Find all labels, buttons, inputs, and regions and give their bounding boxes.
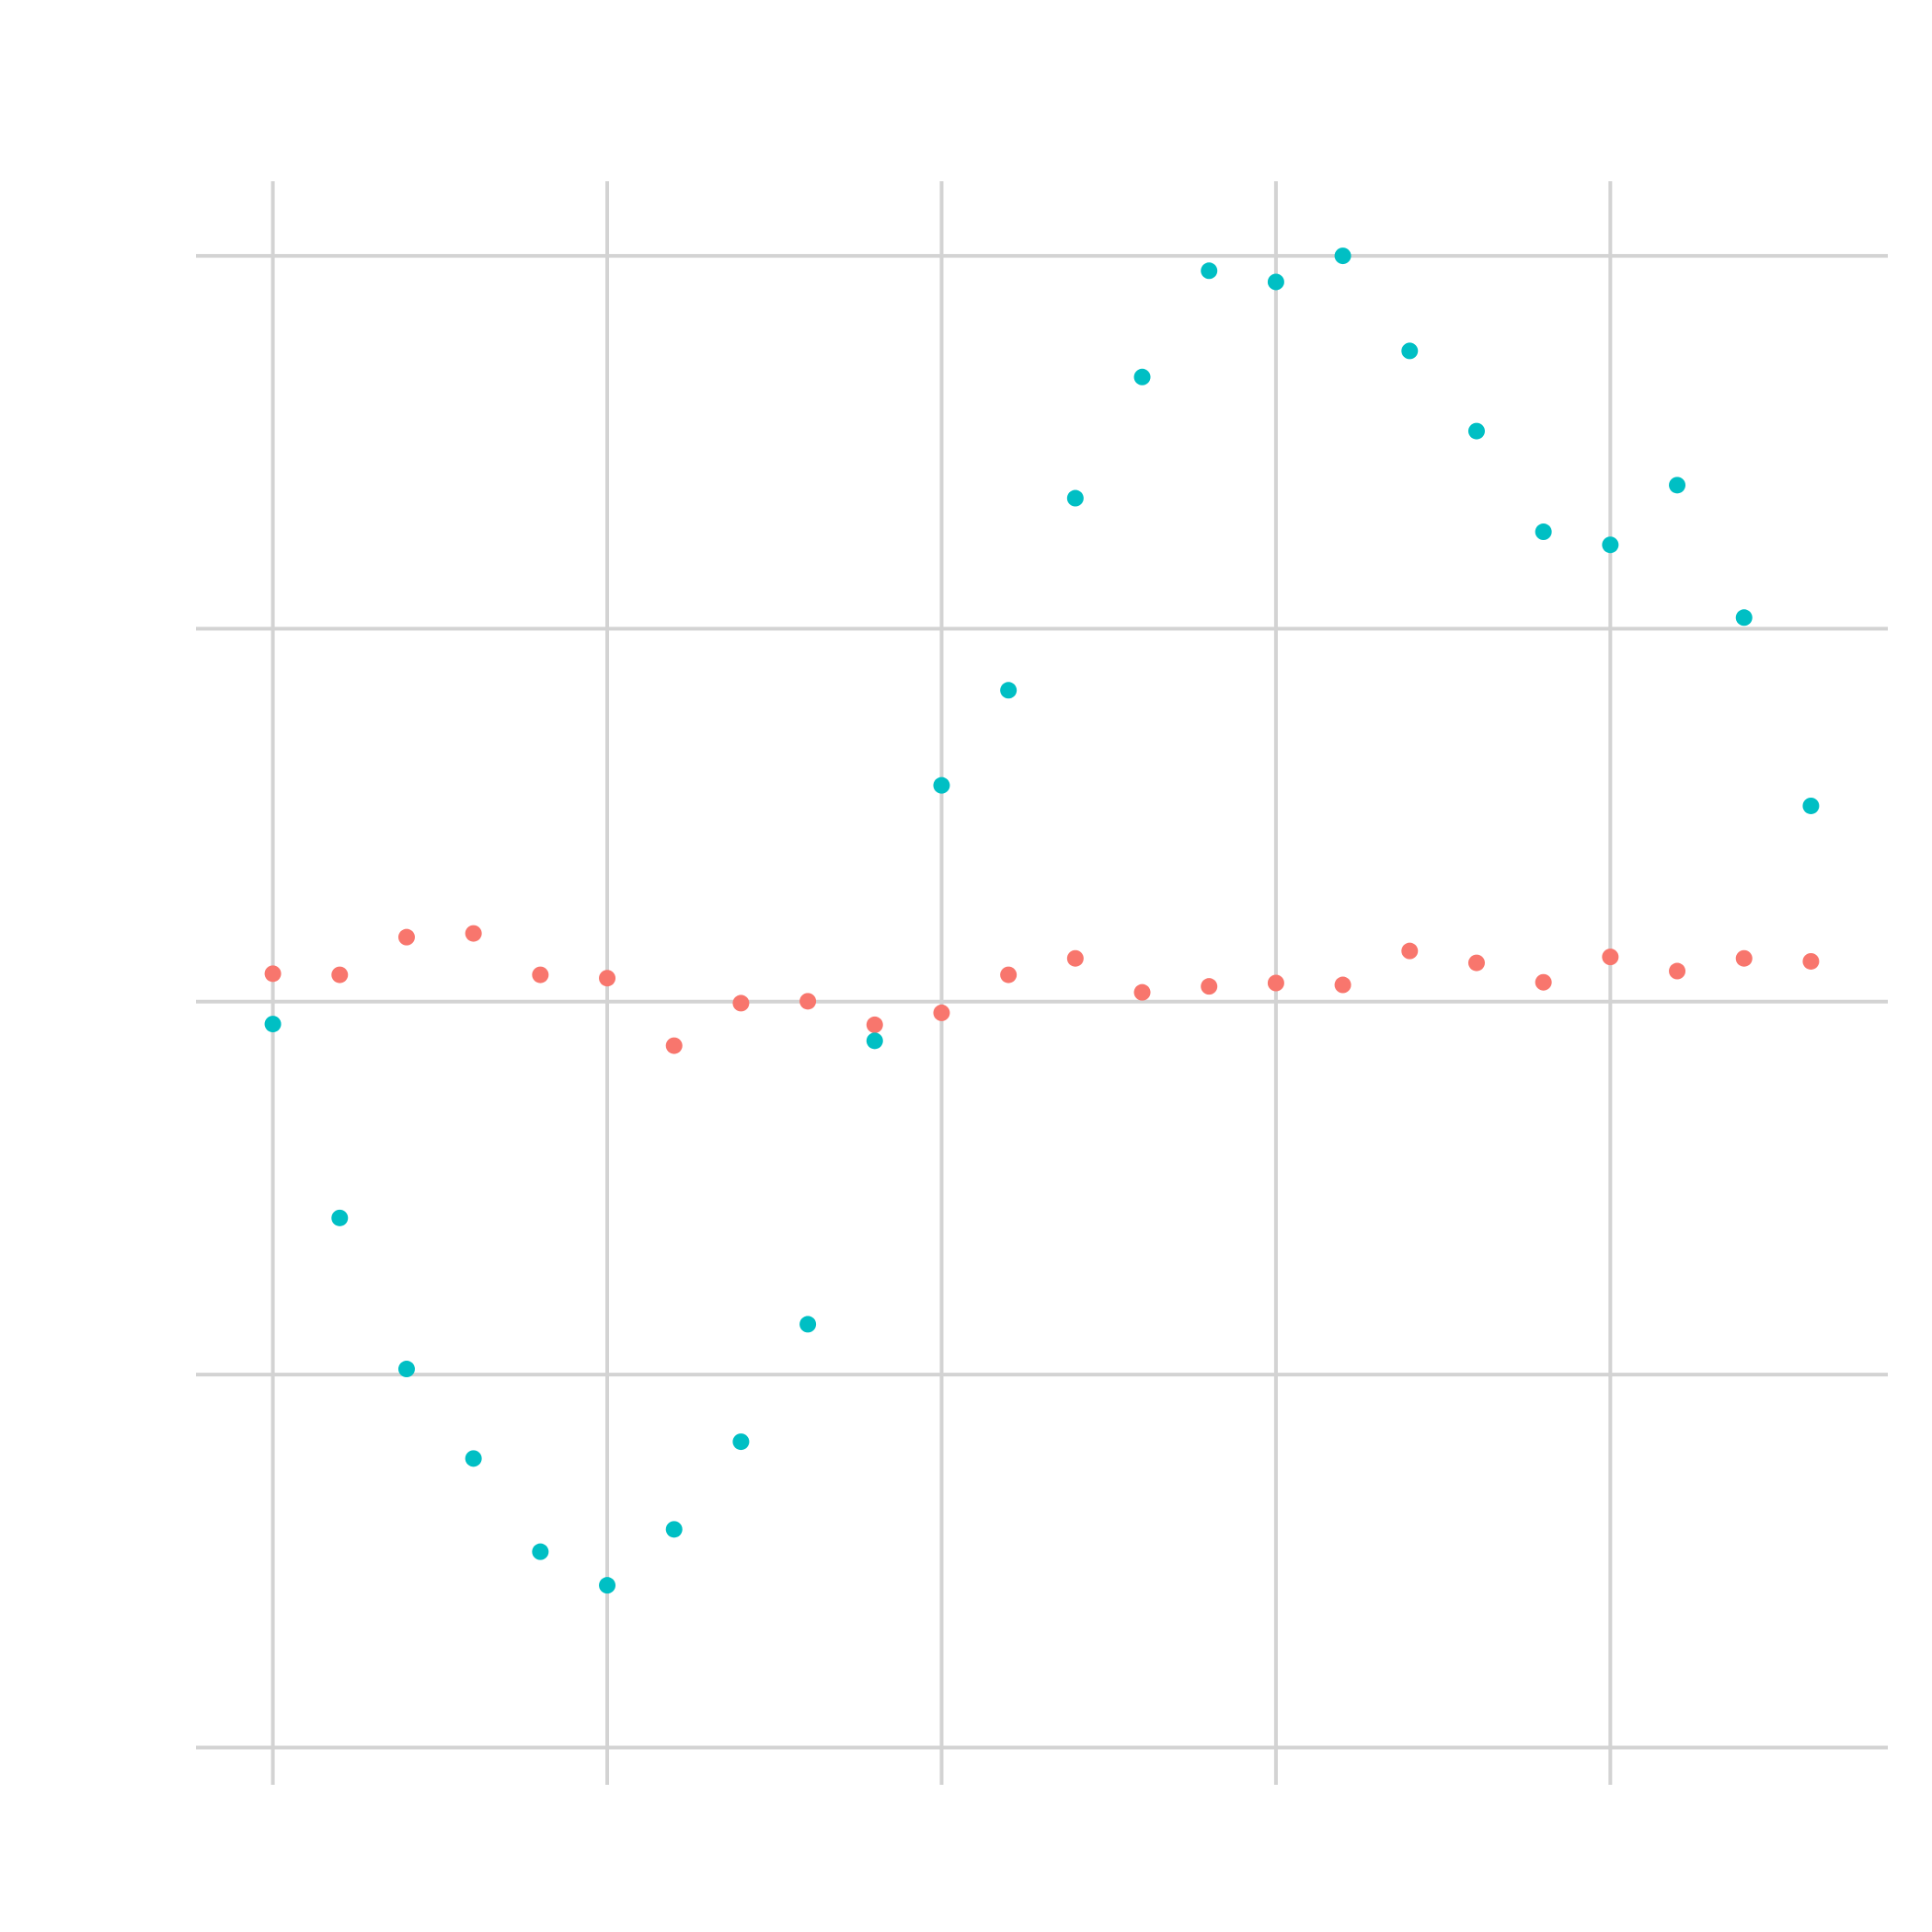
data-point [1467, 954, 1485, 972]
data-point [1401, 342, 1419, 360]
data-point [732, 1433, 750, 1451]
data-point [264, 1016, 282, 1033]
data-point [866, 1016, 883, 1033]
data-point [1133, 983, 1151, 1001]
data-point [1735, 609, 1753, 627]
data-point [1133, 368, 1151, 385]
data-point [599, 1577, 616, 1594]
data-point [1802, 952, 1820, 970]
data-point [1669, 477, 1686, 494]
data-point [532, 966, 549, 983]
data-point [1267, 974, 1284, 992]
data-point [1467, 422, 1485, 440]
data-point [665, 1521, 683, 1538]
data-point [1000, 682, 1018, 699]
data-point [1201, 262, 1218, 280]
data-point [1535, 523, 1552, 541]
data-point [799, 993, 817, 1010]
data-point [1602, 536, 1619, 554]
data-point [665, 1037, 683, 1054]
data-point [799, 1316, 817, 1333]
series-1 [264, 925, 1820, 1054]
data-point [933, 776, 950, 794]
data-point [331, 966, 349, 983]
data-point [1334, 247, 1351, 265]
data-point [866, 1032, 883, 1050]
data-point [465, 925, 482, 942]
data-point [1066, 489, 1084, 507]
grid [196, 181, 1888, 1785]
data-point [1267, 273, 1284, 291]
data-point [1000, 966, 1018, 983]
data-point [1066, 949, 1084, 967]
data-point [532, 1543, 549, 1560]
data-point [1735, 949, 1753, 967]
data-point [1669, 962, 1686, 980]
data-point [599, 970, 616, 987]
data-point [331, 1209, 349, 1226]
data-point [1535, 973, 1552, 991]
data-point [1802, 797, 1820, 814]
data-point [397, 928, 415, 946]
data-point [732, 995, 750, 1012]
data-point [264, 965, 282, 983]
data-point [1334, 976, 1351, 994]
data-point [1602, 949, 1619, 966]
data-point [1201, 978, 1218, 995]
data-point [933, 1004, 950, 1021]
data-point [1401, 942, 1419, 960]
data-point [397, 1361, 415, 1378]
data-points [264, 247, 1820, 1594]
series-2 [264, 247, 1820, 1594]
data-point [465, 1450, 482, 1467]
